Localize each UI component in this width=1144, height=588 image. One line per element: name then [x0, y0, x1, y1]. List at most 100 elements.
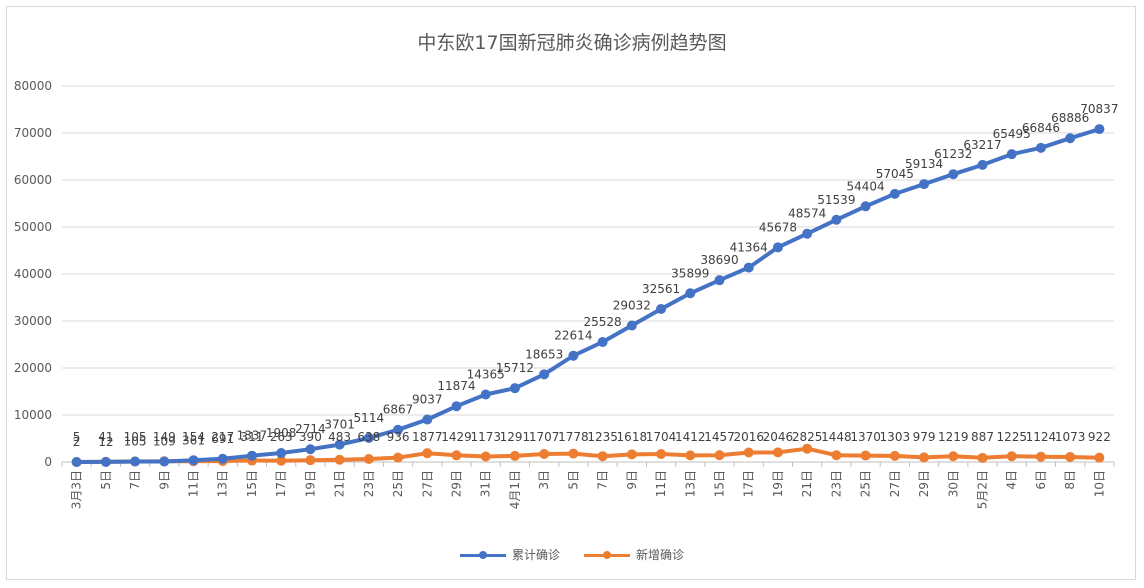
x-tick-label: 11日	[187, 470, 201, 497]
x-tick-label: 29日	[917, 470, 931, 497]
data-label-0: 9037	[412, 393, 443, 407]
data-point-0	[772, 242, 783, 253]
y-tick-label: 10000	[14, 408, 52, 422]
data-point-0	[919, 179, 930, 190]
data-point-1	[539, 448, 550, 459]
data-point-1	[1094, 452, 1105, 463]
data-label-0: 14365	[467, 367, 505, 381]
x-tick-label: 4日	[1005, 470, 1019, 490]
data-point-0	[509, 383, 520, 394]
data-point-0	[889, 188, 900, 199]
data-point-1	[1065, 451, 1076, 462]
data-label-1: 922	[1088, 430, 1111, 444]
data-point-0	[71, 456, 82, 467]
data-point-0	[802, 228, 813, 239]
y-tick-label: 30000	[14, 314, 52, 328]
data-label-1: 1412	[675, 430, 706, 444]
data-label-0: 105	[124, 435, 147, 449]
data-label-1: 1457	[704, 430, 735, 444]
legend-item-new: 新增确诊	[584, 546, 684, 563]
data-point-0	[743, 262, 754, 273]
data-point-0	[1035, 142, 1046, 153]
data-label-1: 41	[98, 430, 113, 444]
data-label-1: 105	[124, 430, 147, 444]
data-point-1	[977, 452, 988, 463]
data-label-0: 57045	[876, 167, 914, 181]
data-point-1	[860, 450, 871, 461]
data-point-1	[802, 443, 813, 454]
data-point-1	[422, 448, 433, 459]
data-label-1: 1219	[938, 430, 969, 444]
x-tick-label: 9日	[625, 470, 639, 490]
y-tick-label: 20000	[14, 361, 52, 375]
data-label-1: 1124	[1026, 430, 1057, 444]
data-point-0	[305, 444, 316, 455]
x-tick-label: 15日	[245, 470, 259, 497]
data-label-1: 1778	[558, 430, 589, 444]
x-tick-label: 21日	[333, 470, 347, 497]
data-point-1	[451, 450, 462, 461]
data-label-1: 263	[270, 430, 293, 444]
data-point-1	[1006, 451, 1017, 462]
y-tick-label: 80000	[14, 79, 52, 93]
data-point-0	[276, 448, 287, 459]
data-point-0	[860, 201, 871, 212]
data-label-1: 1707	[529, 430, 560, 444]
chart-title: 中东欧17国新冠肺炎确诊病例趋势图	[417, 32, 727, 54]
data-label-1: 5	[73, 430, 81, 444]
x-tick-label: 27日	[888, 470, 902, 497]
y-tick-label: 60000	[14, 173, 52, 187]
x-tick-label: 10日	[1092, 470, 1106, 497]
x-tick-label: 23日	[362, 470, 376, 497]
data-point-0	[539, 369, 550, 380]
data-label-0: 65495	[993, 127, 1031, 141]
data-label-0: 51539	[817, 193, 855, 207]
x-tick-label: 7日	[128, 470, 142, 490]
data-point-0	[451, 401, 462, 412]
data-point-0	[948, 169, 959, 180]
data-label-1: 1877	[412, 430, 443, 444]
data-label-1: 2016	[733, 430, 764, 444]
data-point-0	[217, 453, 228, 464]
data-point-1	[305, 455, 316, 466]
data-point-0	[363, 432, 374, 443]
x-tick-label: 23日	[829, 470, 843, 497]
data-point-0	[1065, 133, 1076, 144]
data-label-1: 1704	[646, 430, 677, 444]
x-tick-label: 6日	[1034, 470, 1048, 490]
data-point-0	[130, 456, 141, 467]
data-label-0: 3701	[324, 418, 355, 432]
data-point-0	[568, 350, 579, 361]
series-line-0	[74, 127, 1102, 464]
data-label-1: 1448	[821, 430, 852, 444]
data-point-0	[1094, 124, 1105, 135]
x-tick-label: 19日	[303, 470, 317, 497]
data-label-1: 1291	[500, 430, 531, 444]
data-point-0	[714, 275, 725, 286]
data-point-0	[393, 424, 404, 435]
data-label-0: 691	[211, 432, 234, 446]
data-point-1	[889, 450, 900, 461]
data-point-0	[685, 288, 696, 299]
data-label-1: 936	[387, 430, 410, 444]
data-point-0	[480, 389, 491, 400]
y-tick-label: 70000	[14, 126, 52, 140]
data-label-1: 483	[328, 430, 351, 444]
data-point-0	[1006, 149, 1017, 160]
data-label-1: 311	[240, 430, 263, 444]
x-tick-label: 13日	[683, 470, 697, 497]
data-point-1	[363, 454, 374, 465]
x-tick-label: 7日	[596, 470, 610, 490]
data-label-0: 66846	[1022, 121, 1060, 135]
data-point-1	[393, 452, 404, 463]
data-label-0: 6867	[383, 403, 414, 417]
data-label-1: 1618	[617, 430, 648, 444]
data-point-1	[685, 450, 696, 461]
data-point-1	[656, 448, 667, 459]
data-label-0: 22614	[554, 329, 592, 343]
x-tick-label: 11日	[654, 470, 668, 497]
data-point-0	[188, 455, 199, 466]
data-label-0: 70837	[1080, 102, 1118, 116]
x-tick-label: 29日	[450, 470, 464, 497]
